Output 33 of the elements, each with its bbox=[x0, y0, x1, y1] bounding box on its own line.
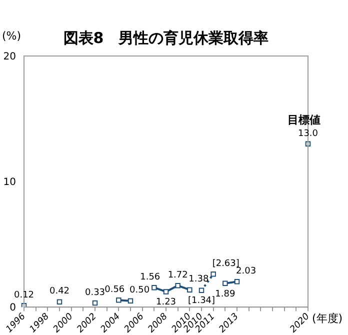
point bbox=[128, 298, 134, 304]
data-label: [1.34] bbox=[188, 296, 216, 306]
data-label: 1.56 bbox=[140, 272, 160, 282]
data-label: 13.0 bbox=[298, 128, 318, 139]
data-label: 2.03 bbox=[236, 266, 256, 277]
data-label: [2.63] bbox=[212, 258, 240, 269]
point bbox=[187, 287, 192, 292]
point bbox=[152, 284, 157, 290]
data-label: 0.42 bbox=[49, 286, 70, 297]
chart-title: 図表8 男性の育児休業取得率 bbox=[63, 28, 269, 47]
point bbox=[56, 299, 62, 305]
data-label: 1.72 bbox=[168, 270, 188, 280]
point bbox=[163, 289, 169, 294]
point bbox=[198, 288, 204, 293]
data-label: 1.23 bbox=[156, 298, 176, 308]
y-tick-label: 10 bbox=[3, 177, 16, 188]
point bbox=[92, 300, 98, 306]
x-axis-title: (年度) bbox=[312, 312, 343, 326]
y-tick-label: 0 bbox=[10, 302, 16, 314]
y-tick-label: 20 bbox=[3, 52, 16, 62]
y-axis-title: (%) bbox=[2, 29, 22, 42]
data-label: 0.50 bbox=[130, 286, 150, 296]
point bbox=[210, 272, 216, 277]
data-label: 0.33 bbox=[84, 288, 106, 298]
data-label: 1.89 bbox=[215, 289, 236, 300]
point bbox=[175, 282, 180, 288]
annotation: 目標値 bbox=[288, 113, 320, 126]
point bbox=[222, 280, 228, 286]
point bbox=[234, 279, 240, 284]
data-label: 0.56 bbox=[104, 284, 125, 295]
data-label: 0.12 bbox=[14, 290, 34, 301]
data-label: 1.38 bbox=[188, 274, 209, 285]
point bbox=[116, 298, 122, 303]
